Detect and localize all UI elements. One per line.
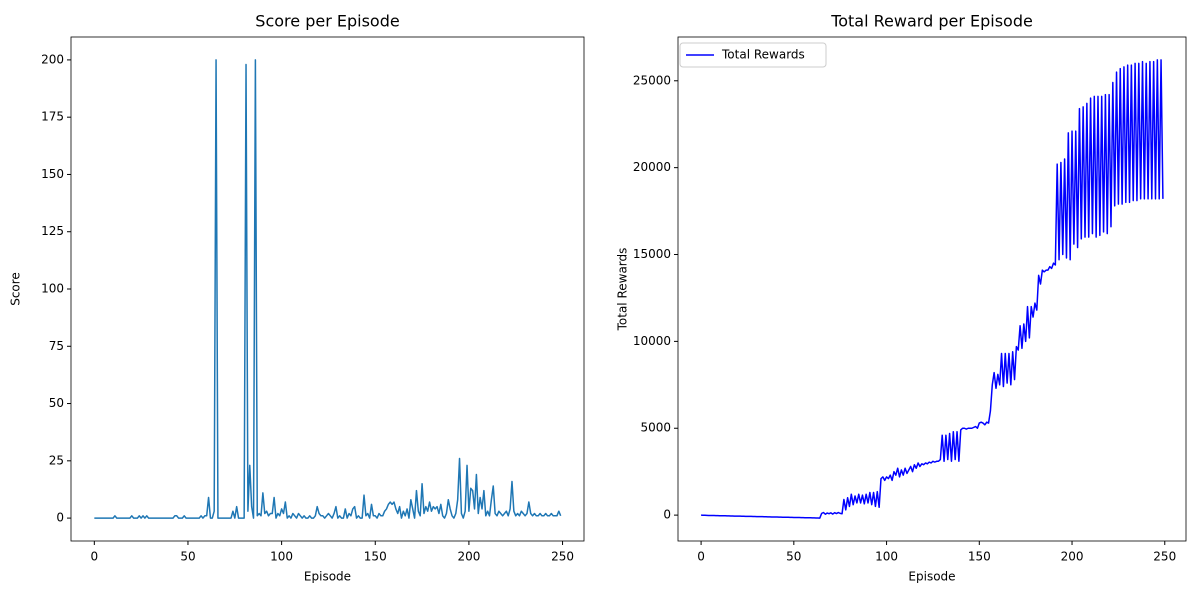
- y-tick-label: 150: [41, 167, 64, 181]
- line-series: [94, 59, 562, 519]
- y-tick-label: 75: [49, 339, 64, 353]
- y-tick-label: 25000: [633, 73, 671, 87]
- y-tick-label: 50: [49, 396, 64, 410]
- y-tick-label: 20000: [633, 160, 671, 174]
- x-tick-label: 150: [364, 550, 387, 564]
- x-tick-label: 100: [270, 550, 293, 564]
- x-tick-label: 250: [551, 550, 574, 564]
- y-axis-label: Total Rewards: [616, 248, 630, 332]
- chart-title: Total Reward per Episode: [830, 12, 1033, 31]
- y-tick-label: 10000: [633, 334, 671, 348]
- y-axis-label: Score: [9, 272, 23, 306]
- legend-box: [679, 42, 827, 68]
- y-tick-label: 5000: [640, 421, 671, 435]
- x-tick-label: 200: [1061, 550, 1084, 564]
- plot-frame: [677, 36, 1187, 542]
- y-tick-label: 125: [41, 224, 64, 238]
- subplot: Total Reward per Episode Episode Total Rew…: [616, 12, 1187, 584]
- y-tick-label: 15000: [633, 247, 671, 261]
- subplot: Score per Episode Episode Score 0 50 100 150 20…: [9, 12, 585, 584]
- y-tick-label: 25: [49, 453, 64, 467]
- x-tick-label: 50: [180, 550, 195, 564]
- x-tick-label: 100: [875, 550, 898, 564]
- line-series: [701, 59, 1164, 519]
- x-tick-label: 200: [457, 550, 480, 564]
- x-axis-label: Episode: [908, 570, 955, 584]
- x-tick-label: 0: [90, 550, 98, 564]
- x-tick-label: 250: [1153, 550, 1176, 564]
- plot-frame: [70, 36, 585, 542]
- y-tick-label: 175: [41, 110, 64, 124]
- y-tick-label: 0: [56, 511, 64, 525]
- chart-title: Score per Episode: [255, 12, 399, 31]
- y-tick-label: 200: [41, 52, 64, 66]
- x-tick-label: 50: [786, 550, 801, 564]
- legend: Total Rewards: [679, 42, 827, 68]
- x-tick-label: 0: [697, 550, 705, 564]
- y-tick-label: 0: [663, 508, 671, 522]
- legend-label: Total Rewards: [721, 48, 805, 62]
- y-tick-label: 100: [41, 282, 64, 296]
- x-axis-label: Episode: [304, 570, 351, 584]
- x-tick-label: 150: [968, 550, 991, 564]
